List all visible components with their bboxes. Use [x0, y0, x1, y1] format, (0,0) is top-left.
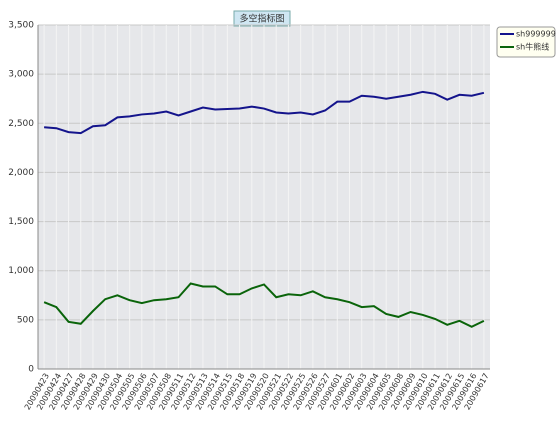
y-tick-label: 3,000	[8, 70, 34, 80]
legend-label: sh牛熊线	[516, 42, 549, 52]
series-line	[44, 90, 485, 135]
y-tick-label: 500	[17, 315, 34, 325]
legend-label: sh999999	[516, 30, 556, 39]
series-line	[43, 282, 485, 328]
title-box	[233, 10, 291, 27]
y-tick-label: 3,500	[8, 21, 34, 31]
chart-title: 多空指标图	[239, 13, 284, 25]
y-tick-label: 2,000	[8, 168, 34, 178]
y-tick-label: 0	[28, 365, 34, 375]
y-tick-label: 1,000	[8, 266, 34, 276]
y-tick-label: 2,500	[8, 119, 34, 129]
y-tick-label: 1,500	[8, 217, 34, 227]
